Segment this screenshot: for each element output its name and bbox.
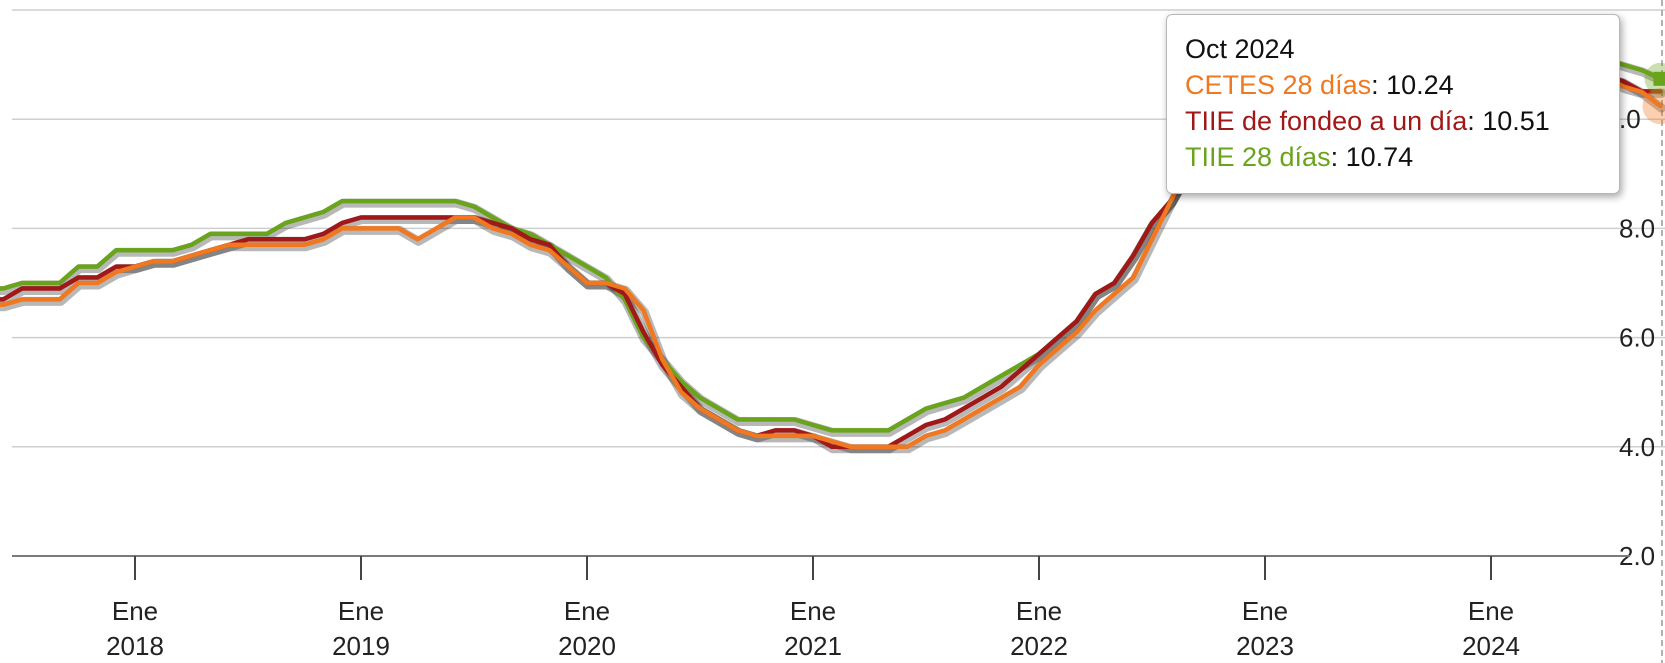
tooltip-label-tiie-28: TIIE 28 días [1185,142,1331,172]
y-tick-label: 4.0 [1619,432,1655,462]
tooltip-title: Oct 2024 [1185,34,1295,64]
tooltip-value-cetes: 10.24 [1386,70,1454,100]
x-tick-label-month: Ene [112,596,158,626]
x-tick-label-year: 2021 [784,631,842,661]
tooltip-value-tiie-28: 10.74 [1345,142,1414,172]
tooltip-row-tiie-fondeo: TIIE de fondeo a un día: 10.51 [1185,106,1550,136]
y-tick-label: 8.0 [1619,213,1655,243]
x-tick-label-year: 2022 [1010,631,1068,661]
chart-tooltip: Oct 2024 CETES 28 días: 10.24 TIIE de fo… [1166,14,1620,194]
x-tick-label-year: 2018 [106,631,164,661]
tooltip-row-cetes: CETES 28 días: 10.24 [1185,70,1454,100]
x-tick-label-year: 2023 [1236,631,1294,661]
tooltip-label-tiie-fondeo: TIIE de fondeo a un día [1185,106,1468,136]
tooltip-label-cetes: CETES 28 días [1185,70,1372,100]
hover-markers [1642,62,1665,125]
x-tick-label-month: Ene [790,596,836,626]
x-tick-label-year: 2019 [332,631,390,661]
hover-marker-halo [1642,88,1665,125]
x-tick-label-month: Ene [1016,596,1062,626]
x-tick-label-year: 2020 [558,631,616,661]
x-tick-label-month: Ene [1468,596,1514,626]
hover-marker-square [1653,71,1665,86]
x-tick-label-month: Ene [1242,596,1288,626]
y-tick-label: .0 [1619,104,1641,134]
tooltip-row-tiie-28: TIIE 28 días: 10.74 [1185,142,1414,172]
tooltip-value-tiie-fondeo: 10.51 [1482,106,1550,136]
x-axis-ticks: Ene 2018 Ene 2019 Ene 2020 Ene 2021 Ene 2022 Ene 20… [106,556,1520,661]
x-tick-label-month: Ene [564,596,610,626]
y-axis-ticks: 2.04.06.08.0.0 [1619,104,1655,571]
y-tick-label: 6.0 [1619,323,1655,353]
x-tick-label-year: 2024 [1462,631,1520,661]
x-tick-label-month: Ene [338,596,384,626]
